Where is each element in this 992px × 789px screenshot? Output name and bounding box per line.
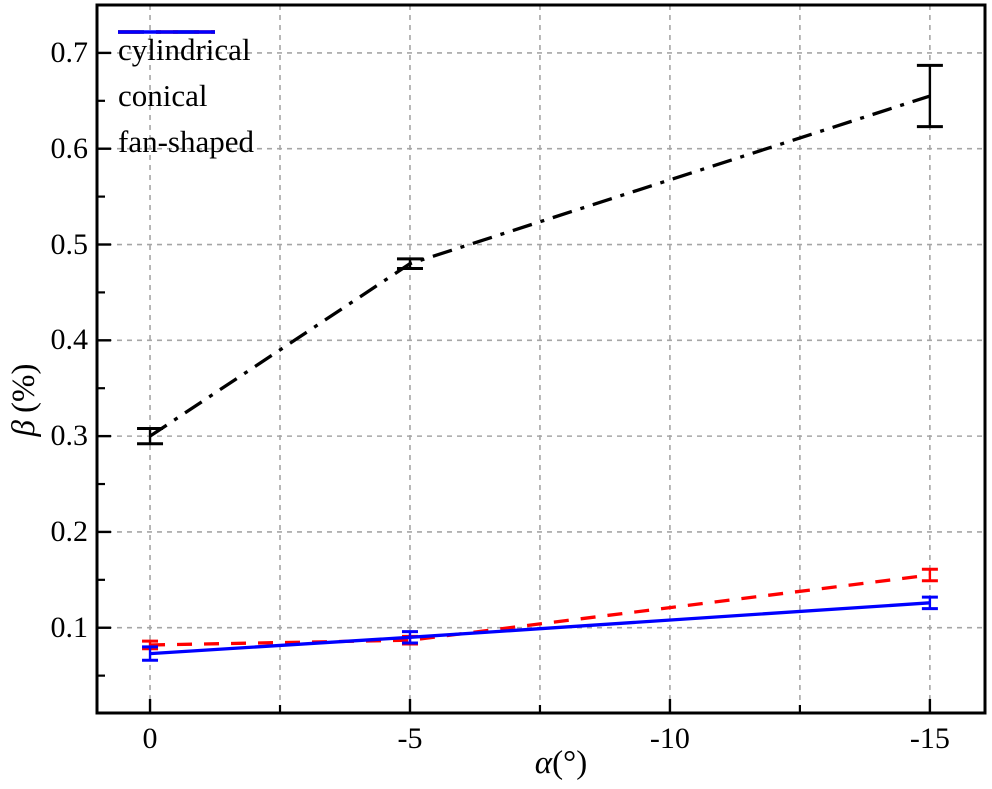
y-axis-symbol: β — [6, 420, 42, 437]
x-axis-units: (°) — [552, 745, 588, 781]
gridlines — [97, 5, 985, 713]
x-tick-label: -15 — [909, 722, 950, 755]
y-tick-label: 0.7 — [50, 35, 89, 69]
y-axis-units: (%) — [6, 363, 42, 414]
y-tick-label: 0.3 — [50, 419, 89, 453]
legend-item-conical: conical — [118, 30, 254, 119]
y-tick-label: 0.4 — [50, 323, 89, 357]
legend-label: fan-shaped — [118, 124, 254, 159]
legend-line-sample-fan-shaped — [118, 30, 215, 34]
series-line-conical — [150, 573, 931, 647]
legend-label: cylindrical — [118, 32, 251, 67]
legend-label: conical — [118, 78, 208, 113]
y-tick-label: 0.2 — [50, 514, 89, 548]
y-axis-label: β (%) — [2, 320, 46, 480]
legend-item-fan-shaped: fan-shaped — [118, 30, 254, 165]
x-axis-label: α(°) — [481, 741, 641, 785]
y-tick-label: 0.1 — [50, 610, 89, 644]
series-fan-shaped — [142, 595, 938, 662]
y-tick-label: 0.5 — [50, 227, 89, 261]
x-axis-symbol: α — [534, 745, 553, 781]
y-tick-label: 0.6 — [50, 131, 89, 165]
plot-frame — [95, 3, 987, 715]
legend: cylindrical conical fan-shaped — [118, 27, 254, 165]
series-cylindrical — [137, 63, 943, 446]
x-tick-label: -10 — [649, 722, 690, 755]
x-tick-label: 0 — [142, 722, 158, 755]
x-tick-label: -5 — [397, 722, 423, 755]
